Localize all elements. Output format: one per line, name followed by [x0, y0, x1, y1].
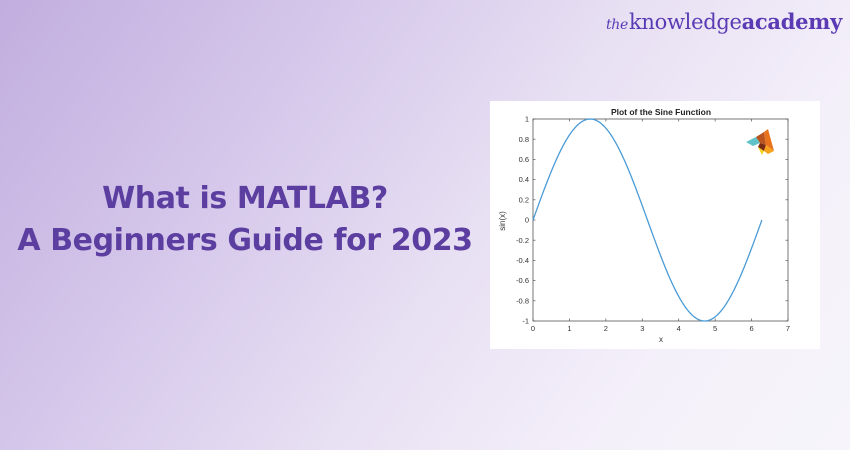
x-tick-label: 4 — [677, 324, 681, 333]
brand-logo: theknowledgeacademy — [606, 9, 842, 34]
x-tick-label: 0 — [531, 324, 535, 333]
y-tick-label: 1 — [525, 115, 529, 124]
x-tick-label: 7 — [786, 324, 790, 333]
y-tick-label: 0.8 — [519, 135, 529, 144]
y-axis-label: sin(x) — [498, 211, 507, 231]
headline-line-2: A Beginners Guide for 2023 — [17, 223, 473, 258]
y-tick-label: 0 — [525, 216, 529, 225]
y-tick-label: 0.6 — [519, 155, 529, 164]
plot-title: Plot of the Sine Function — [611, 107, 711, 117]
page-headline: What is MATLAB? A Beginners Guide for 20… — [0, 178, 490, 262]
headline-line-1: What is MATLAB? — [102, 181, 388, 216]
x-axis-label: x — [659, 335, 663, 344]
matlab-membrane-logo-icon — [746, 129, 774, 155]
y-tick-label: -0.8 — [516, 296, 529, 305]
y-tick-label: -0.2 — [516, 236, 529, 245]
brand-word-academy: academy — [741, 9, 843, 34]
sine-plot-svg: Plot of the Sine Function 0 1 2 3 4 5 6 7 -1 -0.8… — [498, 107, 790, 344]
brand-prefix: the — [605, 17, 628, 33]
y-tick-label: 0.4 — [519, 175, 529, 184]
x-tick-label: 5 — [713, 324, 717, 333]
sine-plot-figure: Plot of the Sine Function 0 1 2 3 4 5 6 7 -1 -0.8… — [490, 101, 820, 349]
x-tick-label: 2 — [604, 324, 608, 333]
x-tick-label: 1 — [567, 324, 571, 333]
y-tick-label: -0.4 — [516, 256, 529, 265]
brand-word-knowledge: knowledge — [628, 10, 742, 34]
x-tick-label: 3 — [640, 324, 644, 333]
x-tick-label: 6 — [749, 324, 753, 333]
y-tick-label: -0.6 — [516, 276, 529, 285]
sine-curve — [532, 118, 763, 322]
y-tick-label: -1 — [522, 317, 529, 326]
y-tick-label: 0.2 — [519, 195, 529, 204]
plot-axes: 0 1 2 3 4 5 6 7 -1 -0.8 -0.6 -0.4 -0.2 0 0.2 0.4 0.6 0.8 1 — [516, 115, 790, 333]
